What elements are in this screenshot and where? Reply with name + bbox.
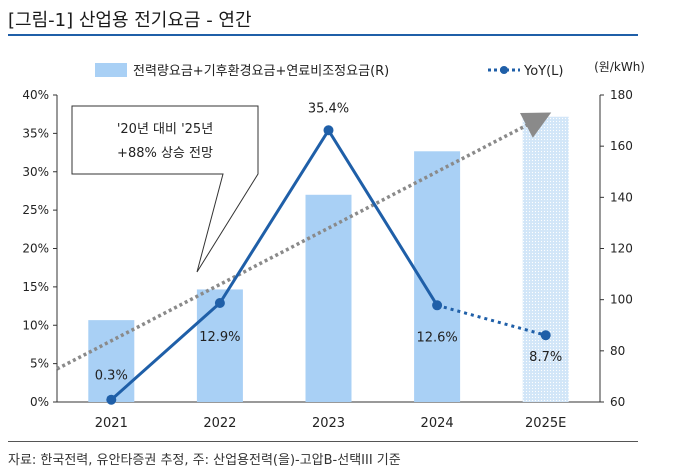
yoy-point xyxy=(540,330,551,341)
yoy-line xyxy=(110,127,439,401)
y-left-tick-label: 25% xyxy=(22,203,49,217)
y-left-tick-label: 0% xyxy=(30,395,49,409)
yoy-data-label: 12.6% xyxy=(416,330,457,345)
y-right-tick-label: 100 xyxy=(610,293,633,307)
y-right-tick-label: 60 xyxy=(610,395,625,409)
legend-line-marker xyxy=(500,66,508,74)
y-left-tick-label: 20% xyxy=(22,242,49,256)
y-left-tick-label: 35% xyxy=(22,126,49,140)
bar xyxy=(305,194,352,402)
trend-arrow xyxy=(56,112,552,371)
legend-bar-swatch xyxy=(95,63,127,77)
x-tick-label: 2022 xyxy=(203,416,236,431)
y-right-unit: (원/kWh) xyxy=(594,60,645,74)
title-divider xyxy=(8,34,638,36)
yoy-data-label: 0.3% xyxy=(95,369,128,384)
annotation-line-1: '20년 대비 '25년 xyxy=(117,122,213,137)
page-title: [그림-1] 산업용 전기요금 - 연간 xyxy=(8,10,252,31)
yoy-data-label: 35.4% xyxy=(308,101,349,116)
legend-bar-label: 전력량요금+기후환경요금+연료비조정요금(R) xyxy=(133,64,389,79)
legend-line-label: YoY(L) xyxy=(523,64,564,79)
y-left-tick-label: 40% xyxy=(22,88,49,102)
y-left-tick-label: 5% xyxy=(30,357,49,371)
y-right-tick-label: 120 xyxy=(610,242,633,256)
bar xyxy=(196,289,243,402)
x-tick-label: 2023 xyxy=(312,416,345,431)
yoy-point xyxy=(323,125,334,136)
y-right-tick-label: 160 xyxy=(610,139,633,153)
yoy-point xyxy=(214,297,225,308)
y-left-tick-label: 15% xyxy=(22,280,49,294)
y-right-tick-label: 180 xyxy=(610,88,633,102)
annotation-line-2: +88% 상승 전망 xyxy=(117,146,213,161)
y-left-tick-label: 30% xyxy=(22,165,49,179)
x-tick-label: 2025E xyxy=(525,416,566,431)
bar xyxy=(522,116,569,402)
source-divider xyxy=(8,441,638,442)
y-right-tick-label: 140 xyxy=(610,190,633,204)
yoy-line-estimate xyxy=(436,303,547,337)
x-tick-label: 2021 xyxy=(95,416,128,431)
annotation-callout xyxy=(71,105,259,273)
yoy-point xyxy=(432,300,443,311)
yoy-data-label: 8.7% xyxy=(529,350,562,365)
y-left-tick-label: 10% xyxy=(22,318,49,332)
yoy-point xyxy=(106,394,117,405)
bar xyxy=(414,151,461,402)
y-right-tick-label: 80 xyxy=(610,344,625,358)
yoy-data-label: 12.9% xyxy=(199,330,240,345)
x-tick-label: 2024 xyxy=(421,416,454,431)
source-note: 자료: 한국전력, 유안타증권 추정, 주: 산업용전력(을)-고압B-선택II… xyxy=(8,453,401,468)
